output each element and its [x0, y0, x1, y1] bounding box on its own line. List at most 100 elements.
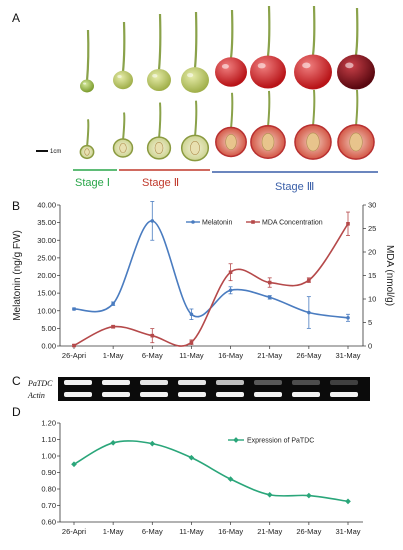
x-tick-label: 26-Apri — [62, 351, 87, 360]
data-point — [346, 316, 350, 320]
cherry-stem — [158, 102, 162, 139]
cherry-pit — [349, 132, 363, 152]
cherry-stem — [193, 11, 198, 69]
panel-label-c: C — [12, 374, 21, 388]
y-tick-label: 1.20 — [41, 419, 56, 428]
panel-label-b: B — [12, 199, 20, 213]
y-tick-label: 0.70 — [41, 501, 56, 510]
whole-cherry — [147, 68, 171, 92]
gel-band-actin — [330, 392, 358, 397]
cherry-stem — [122, 112, 126, 141]
x-tick-label: 26-May — [296, 351, 321, 360]
y2-tick-label: 5 — [368, 318, 372, 327]
data-point — [266, 491, 273, 498]
gel-band-actin — [102, 392, 130, 397]
x-tick-label: 21-May — [257, 527, 282, 536]
data-point — [72, 307, 76, 311]
cherry-stem — [85, 29, 90, 82]
cherry-highlight — [187, 73, 194, 78]
x-tick-label: 26-May — [296, 527, 321, 536]
data-point — [228, 270, 233, 275]
gel-label-actin: Actin — [27, 391, 45, 400]
cherry-stem — [354, 7, 359, 56]
whole-cherry — [80, 79, 94, 93]
legend-label: MDA Concentration — [262, 220, 323, 227]
data-point — [111, 301, 115, 306]
y2-tick-label: 0 — [368, 342, 372, 351]
gel-label-patdc: PaTDC — [27, 379, 53, 388]
x-tick-label: 26-Apri — [62, 527, 87, 536]
whole-cherry — [181, 67, 209, 93]
data-point — [228, 288, 233, 293]
legend-marker — [251, 220, 255, 224]
x-tick-label: 6-May — [142, 527, 163, 536]
data-point — [189, 340, 194, 345]
cherry-pit — [261, 133, 275, 151]
gel-band-actin — [216, 392, 244, 397]
gel-band-patdc — [292, 380, 320, 385]
data-point — [307, 310, 311, 315]
x-tick-label: 21-May — [257, 351, 282, 360]
cherry-highlight — [257, 62, 266, 69]
cherry-stem — [194, 100, 198, 137]
stage-2-label: Stage Ⅱ — [142, 177, 179, 189]
data-point — [306, 492, 312, 499]
data-point — [267, 280, 272, 285]
gel-band-patdc — [330, 380, 358, 385]
cherry-stem — [86, 119, 90, 148]
y-tick-label: 30.00 — [37, 236, 56, 245]
y2-tick-label: 10 — [368, 295, 376, 304]
stage-1-label: Stage Ⅰ — [75, 177, 110, 189]
x-tick-label: 31-May — [335, 351, 360, 360]
cherry-pit — [84, 148, 90, 156]
data-point — [267, 295, 272, 300]
legend-marker — [191, 220, 195, 224]
cherry-stem — [267, 90, 271, 127]
x-tick-label: 1-May — [103, 527, 124, 536]
legend-marker — [233, 437, 239, 443]
cherry-stem — [121, 21, 126, 73]
whole-cherry — [294, 54, 332, 90]
data-point — [150, 219, 155, 223]
data-point — [227, 476, 234, 482]
data-point — [72, 343, 76, 348]
data-point — [110, 439, 116, 446]
data-point — [149, 440, 156, 447]
cherry-stem — [230, 92, 234, 129]
panel-label-a: A — [12, 11, 20, 25]
data-point — [346, 222, 350, 226]
cherry-highlight — [152, 74, 158, 78]
whole-cherry — [113, 70, 133, 90]
panel-label-d: D — [12, 405, 21, 419]
data-point — [307, 278, 311, 282]
scale-bar-label: 1cm — [50, 149, 61, 155]
data-point — [111, 324, 115, 329]
x-tick-label: 16-May — [218, 351, 243, 360]
cherry-stem — [311, 5, 316, 56]
cherry-pit — [225, 134, 237, 150]
gel-band-actin — [64, 392, 92, 397]
series-line-0 — [73, 220, 349, 319]
cherry-stem — [355, 89, 359, 127]
data-point — [189, 312, 194, 317]
cherry-pit — [190, 141, 200, 155]
y-tick-label: 0.00 — [41, 342, 56, 351]
patdc-expression-chart: 0.60 0.70 0.80 0.90 1.00 1.10 1.20 26-Apri 1-May… — [41, 419, 363, 536]
y-axis-title: Melatonin (ng/g FW) — [12, 230, 23, 321]
x-tick-label: 6-May — [142, 351, 163, 360]
x-tick-label: 11-May — [179, 351, 204, 360]
cherry-stem — [312, 89, 316, 127]
y2-tick-label: 15 — [368, 271, 376, 280]
whole-cherry — [250, 55, 286, 89]
data-point — [188, 454, 195, 461]
cherry-pit — [154, 142, 164, 155]
stage-3-label: Stage Ⅲ — [275, 181, 314, 193]
y-tick-label: 15.00 — [37, 289, 56, 298]
gel-band-actin — [292, 392, 320, 397]
x-tick-label: 31-May — [335, 527, 360, 536]
y-tick-label: 5.00 — [41, 324, 56, 333]
stage-lines — [73, 169, 378, 173]
x-tick-label: 16-May — [218, 527, 243, 536]
legend-label: Melatonin — [202, 220, 232, 227]
